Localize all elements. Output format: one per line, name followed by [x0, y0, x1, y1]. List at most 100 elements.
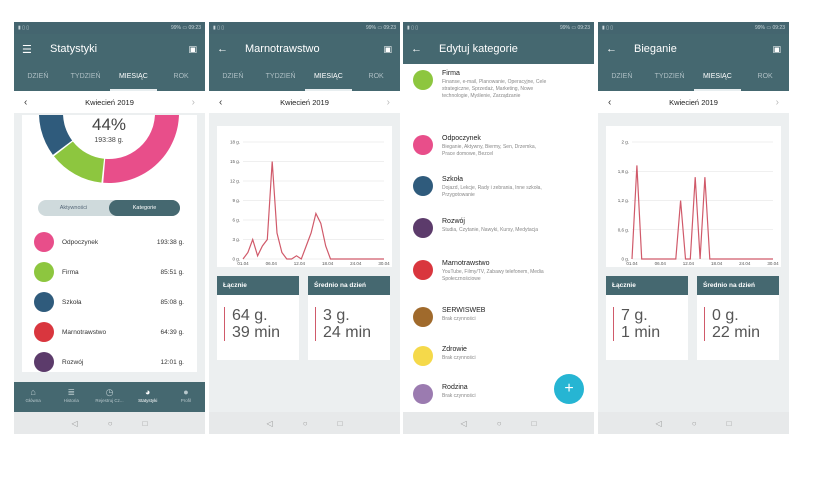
y-tick-label: 1,8 g. — [618, 169, 629, 174]
category-color-dot — [34, 292, 54, 312]
signal-icon: ▮ ▯ ▯ — [213, 25, 225, 31]
category-row[interactable]: Rozwój 12:01 g. — [34, 348, 184, 376]
recent-apps-icon[interactable]: □ — [337, 418, 343, 428]
back-icon[interactable]: ◁ — [655, 418, 662, 428]
nav-profile[interactable]: ● Profil — [167, 382, 205, 412]
tab-month[interactable]: MIESIĄC — [304, 64, 353, 91]
system-nav: ◁ ○ □ — [598, 412, 789, 434]
total-minutes: 39 min — [232, 324, 281, 341]
nav-home-label: Główna — [25, 398, 41, 403]
category-name: Marnotrawstwo — [62, 328, 107, 336]
period-tabs: DZIEŃ TYDZIEŃ MIESIĄC ROK — [209, 64, 400, 91]
home-icon: ⌂ — [30, 387, 36, 397]
tab-week[interactable]: TYDZIEŃ — [70, 73, 101, 80]
calendar-icon[interactable]: ▣ — [188, 43, 197, 54]
back-icon[interactable]: ◁ — [71, 418, 78, 428]
status-bar: ▮ ▯ ▯ 99% ▭ 09:23 — [14, 22, 205, 34]
category-item[interactable]: Szkoła Dojazd, Lekcje, Rady i zebrania, I… — [403, 176, 594, 199]
x-tick-label: 18.04 — [711, 261, 723, 266]
home-button-icon[interactable]: ○ — [107, 418, 113, 428]
calendar-icon[interactable]: ▣ — [383, 43, 392, 54]
category-item[interactable]: SERWISWEB Brak czynności — [403, 307, 594, 327]
category-color-dot — [413, 384, 433, 404]
tab-year[interactable]: ROK — [757, 73, 773, 80]
next-month-icon[interactable]: › — [191, 96, 195, 108]
back-icon[interactable]: ◁ — [460, 418, 467, 428]
prev-month-icon[interactable]: ‹ — [219, 96, 223, 108]
calendar-icon[interactable]: ▣ — [772, 43, 781, 54]
average-hours: 3 g. — [323, 307, 350, 324]
category-row[interactable]: Odpoczynek 193:38 g. — [34, 228, 184, 256]
add-category-button[interactable]: + — [554, 374, 584, 404]
next-month-icon[interactable]: › — [775, 96, 779, 108]
recent-apps-icon[interactable]: □ — [726, 418, 732, 428]
x-tick-label: 30.04 — [378, 261, 390, 266]
category-time: 85:08 g. — [160, 298, 185, 306]
toggle-activities[interactable]: Aktywności — [59, 205, 88, 211]
category-item[interactable]: Firma Finanse, e-mail, Planowanie, Operac… — [403, 70, 594, 100]
month-label: Kwiecień 2019 — [280, 97, 329, 107]
category-item[interactable]: Rodzina Brak czynności — [403, 384, 594, 404]
category-color-dot — [413, 218, 433, 238]
toggle-categories[interactable]: Kategorie — [109, 200, 180, 216]
tab-month[interactable]: MIESIĄC — [693, 64, 742, 91]
next-month-icon[interactable]: › — [386, 96, 390, 108]
category-name: Firma — [442, 70, 460, 77]
category-text: Zdrowie Brak czynności — [442, 346, 547, 366]
back-arrow-icon[interactable]: ← — [411, 43, 422, 55]
category-item[interactable]: Rozwój Studia, Czytanie, Nawyki, Kursy, M… — [403, 218, 594, 238]
category-item[interactable]: Zdrowie Brak czynności — [403, 346, 594, 366]
tab-week[interactable]: TYDZIEŃ — [654, 73, 685, 80]
category-activities: Brak czynności — [442, 316, 476, 322]
average-card: Średnio na dzień 0 g. 22 min — [697, 276, 779, 360]
battery-clock: 99% ▭ 09:23 — [754, 25, 785, 31]
home-button-icon[interactable]: ○ — [496, 418, 502, 428]
prev-month-icon[interactable]: ‹ — [608, 96, 612, 108]
menu-icon[interactable]: ☰ — [22, 43, 32, 56]
category-row[interactable]: Marnotrawstwo 64:39 g. — [34, 318, 184, 346]
tab-month[interactable]: MIESIĄC — [109, 64, 158, 91]
total-label: Łącznie — [217, 276, 299, 295]
home-button-icon[interactable]: ○ — [691, 418, 697, 428]
system-nav: ◁ ○ □ — [209, 412, 400, 434]
category-activities: Dojazd, Lekcje, Rady i zebrania, Inne sz… — [442, 185, 542, 198]
category-row[interactable]: Szkoła 85:08 g. — [34, 288, 184, 316]
month-label: Kwiecień 2019 — [669, 97, 718, 107]
tab-day[interactable]: DZIEŃ — [222, 73, 244, 80]
view-toggle[interactable]: Aktywności Kategorie — [38, 200, 180, 216]
back-icon[interactable]: ◁ — [266, 418, 273, 428]
category-time: 12:01 g. — [160, 358, 185, 366]
home-button-icon[interactable]: ○ — [302, 418, 308, 428]
nav-home[interactable]: ⌂ Główna — [14, 382, 52, 412]
tab-day[interactable]: DZIEŃ — [611, 73, 633, 80]
category-item[interactable]: Odpoczynek Bieganie, Aktywny, Biermy, Sen… — [403, 135, 594, 158]
x-tick-label: 01.04 — [626, 261, 638, 266]
category-color-dot — [413, 260, 433, 280]
y-tick-label: 9 g. — [232, 198, 240, 203]
x-tick-label: 06.04 — [266, 261, 278, 266]
battery-clock: 99% ▭ 09:23 — [365, 25, 396, 31]
back-arrow-icon[interactable]: ← — [217, 43, 228, 55]
phone-edit-categories: ▮ ▯ ▯ 99% ▭ 09:23 ← Edytuj kategorie Firm… — [403, 22, 594, 434]
tab-day[interactable]: DZIEŃ — [27, 73, 49, 80]
tab-week[interactable]: TYDZIEŃ — [265, 73, 296, 80]
category-item[interactable]: Marnotrawstwo YouTube, Filmy/TV, Zabawy t… — [403, 260, 594, 283]
signal-icon: ▮ ▯ ▯ — [407, 25, 419, 31]
tab-year[interactable]: ROK — [173, 73, 189, 80]
prev-month-icon[interactable]: ‹ — [24, 96, 28, 108]
nav-record[interactable]: ◷ Rejestruj Cz... — [90, 382, 128, 412]
tab-year[interactable]: ROK — [368, 73, 384, 80]
y-tick-label: 0 g. — [621, 257, 629, 262]
recent-apps-icon[interactable]: □ — [142, 418, 148, 428]
x-tick-label: 18.04 — [322, 261, 334, 266]
series-line — [631, 165, 773, 260]
page-title: Marnotrawstwo — [245, 43, 320, 55]
category-text: Marnotrawstwo YouTube, Filmy/TV, Zabawy t… — [442, 260, 547, 283]
back-arrow-icon[interactable]: ← — [606, 43, 617, 55]
nav-statistics[interactable]: ◕ Statystyki — [129, 382, 167, 412]
category-activities: YouTube, Filmy/TV, Zabawy telefonem, Med… — [442, 269, 544, 282]
recent-apps-icon[interactable]: □ — [531, 418, 537, 428]
category-row[interactable]: Firma 85:51 g. — [34, 258, 184, 286]
month-selector: ‹ Kwiecień 2019 › — [598, 91, 789, 113]
nav-history[interactable]: ≣ Historia — [52, 382, 90, 412]
